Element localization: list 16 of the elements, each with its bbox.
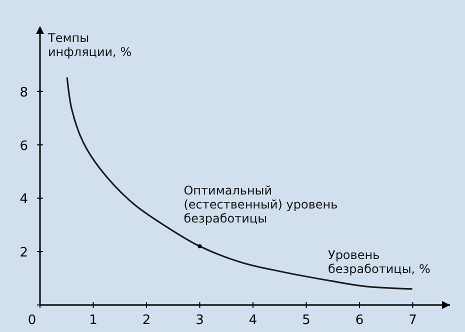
x-tick-label: 2 xyxy=(142,313,151,328)
y-tick-label: 2 xyxy=(20,246,28,261)
y-tick-label: 6 xyxy=(20,138,28,154)
y-tick-label: 4 xyxy=(20,192,28,208)
y-tick-label: 8 xyxy=(20,85,28,100)
x-tick-label: 4 xyxy=(248,313,258,328)
x-tick-label: 3 xyxy=(196,313,204,328)
x-tick-label: 7 xyxy=(408,313,417,328)
x-tick-label: 6 xyxy=(355,313,364,328)
x-tick-label: 5 xyxy=(302,313,310,328)
y-axis-title: Темпы инфляции, % xyxy=(47,31,132,59)
x-axis-title: Уровень безработицы, % xyxy=(328,248,430,276)
x-tick-label: 0 xyxy=(28,313,36,328)
line-series xyxy=(66,77,412,290)
x-tick-label: 1 xyxy=(89,313,98,328)
annotation: Оптимальный (естественный) уровень безработицы xyxy=(184,183,338,226)
